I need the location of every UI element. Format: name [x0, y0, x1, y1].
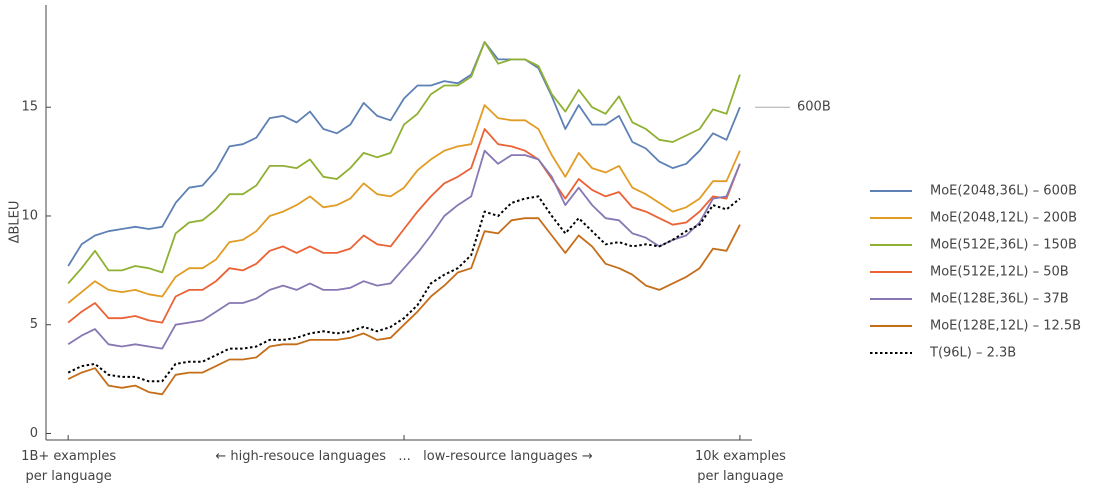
x-tick-label: ← high-resouce languages ... low-resourc… [215, 449, 593, 464]
series-line [67, 104, 741, 304]
legend-label: MoE(128E,36L) – 37B [930, 292, 1069, 307]
series-line [67, 41, 741, 267]
series-line [67, 195, 741, 383]
x-tick-label: 1B+ examples per language [21, 449, 117, 484]
legend-label: MoE(512E,36L) – 150B [930, 238, 1077, 253]
legend-label: T(96L) – 2.3B [929, 346, 1016, 361]
annotation-label: 600B [797, 100, 831, 115]
legend-label: MoE(2048,12L) – 200B [930, 211, 1077, 226]
y-tick-label: 15 [21, 100, 38, 115]
y-tick-label: 5 [30, 317, 38, 332]
y-axis-label: ΔBLEU [8, 201, 23, 244]
legend-label: MoE(128E,12L) – 12.5B [930, 319, 1081, 334]
y-tick-label: 10 [21, 208, 38, 223]
y-tick-label: 0 [30, 426, 38, 441]
legend-label: MoE(2048,36L) – 600B [930, 184, 1077, 199]
series-line [67, 149, 741, 350]
x-tick-label: 10k examples per language [694, 449, 786, 484]
series-line [67, 41, 741, 284]
series-line [67, 217, 741, 396]
series-line [67, 128, 741, 324]
legend-label: MoE(512E,12L) – 50B [930, 265, 1069, 280]
